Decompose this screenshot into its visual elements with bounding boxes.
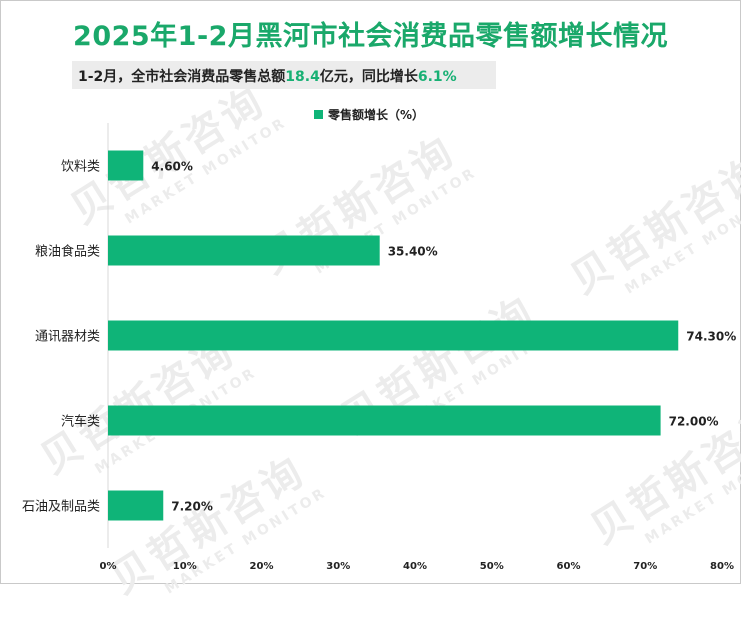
category-label: 汽车类 <box>61 414 100 430</box>
subtitle-middle: 亿元，同比增长 <box>319 69 418 85</box>
bar <box>108 405 661 436</box>
data-label: 4.60% <box>151 160 193 174</box>
chart-title: 2025年1-2月黑河市社会消费品零售额增长情况 <box>73 21 668 52</box>
x-tick-label: 70% <box>633 561 657 572</box>
x-tick-label: 60% <box>557 561 581 572</box>
legend-swatch <box>314 110 323 119</box>
subtitle: 1-2月，全市社会消费品零售总额18.4亿元，同比增长6.1% <box>78 66 457 86</box>
data-label: 7.20% <box>171 500 213 514</box>
x-tick-label: 80% <box>710 561 734 572</box>
category-label: 饮料类 <box>61 160 100 175</box>
category-label: 石油及制品类 <box>22 500 100 515</box>
x-tick-label: 20% <box>250 561 274 572</box>
category-label: 粮油食品类 <box>35 244 100 260</box>
bar <box>108 150 144 181</box>
bar <box>108 320 679 351</box>
bar <box>108 235 380 266</box>
x-tick-label: 0% <box>100 561 117 572</box>
legend: 零售额增长（%） <box>314 106 424 123</box>
data-label: 74.30% <box>686 330 736 344</box>
data-label: 35.40% <box>388 245 438 259</box>
category-label: 通讯器材类 <box>35 330 100 345</box>
legend-label: 零售额增长（%） <box>328 108 425 122</box>
subtitle-box <box>72 61 496 89</box>
chart-frame <box>0 0 741 584</box>
bar-chart: 饮料类 4.60% 粮油食品类 35.40% 通讯器材类 74.30% 汽车类 72.00% 石… <box>22 123 736 572</box>
x-tick-label: 30% <box>326 561 350 572</box>
x-tick-label: 40% <box>403 561 427 572</box>
subtitle-growth: 6.1% <box>417 69 457 85</box>
subtitle-prefix: 1-2月，全市社会消费品零售总额 <box>78 69 286 85</box>
bar <box>108 490 164 521</box>
x-tick-label: 50% <box>480 561 504 572</box>
subtitle-total: 18.4 <box>285 69 320 85</box>
x-tick-label: 10% <box>173 561 197 572</box>
data-label: 72.00% <box>669 415 719 429</box>
